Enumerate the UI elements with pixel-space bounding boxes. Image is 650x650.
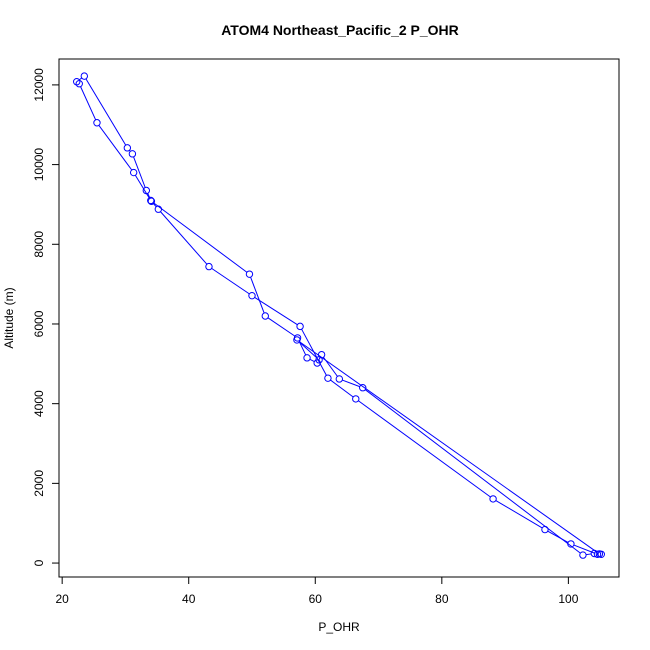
data-point [296, 322, 304, 331]
series-line-segment [495, 500, 543, 529]
x-axis: 20 40 60 80 100 [55, 576, 579, 606]
data-point [303, 354, 311, 362]
series-line-segment [85, 78, 127, 146]
series-line-segment [358, 400, 491, 498]
data-point [129, 168, 138, 177]
data-point [359, 384, 367, 392]
data-point [315, 356, 323, 364]
data-point [154, 205, 163, 213]
series-line-segment [254, 296, 298, 326]
data-point [595, 550, 604, 558]
series-line-segment [80, 86, 97, 121]
data-point [590, 549, 599, 558]
data-point [293, 336, 301, 344]
data-point [567, 540, 575, 548]
series-line-segment [342, 379, 360, 388]
data-point [147, 197, 156, 205]
y-tick-label: 6000 [32, 310, 46, 337]
series-line-segment [267, 317, 296, 337]
series-line-segment [547, 530, 569, 543]
series-line-segment [364, 389, 581, 554]
y-tick-label: 2000 [32, 470, 46, 497]
series-line-segment [160, 211, 208, 265]
data-point [80, 72, 89, 80]
y-tick-label: 10000 [32, 148, 46, 182]
data-point [142, 186, 151, 195]
data-point [205, 262, 213, 271]
data-point [128, 150, 137, 158]
data-point [261, 312, 269, 320]
data-point [352, 395, 360, 403]
plot-area-frame [58, 58, 620, 578]
data-point [489, 495, 497, 503]
chart-title: ATOM4 Northeast_Pacific_2 P_OHR [221, 22, 459, 38]
y-tick-label: 4000 [32, 390, 46, 417]
data-point [541, 525, 549, 534]
data-point [248, 291, 256, 300]
data-point [73, 78, 81, 86]
data-point [123, 144, 132, 152]
x-tick-label: 20 [55, 592, 69, 606]
data-point [579, 551, 587, 559]
data-point [245, 270, 254, 278]
series-line-segment [298, 341, 318, 359]
series-line-segment [133, 156, 146, 188]
data-point [324, 374, 332, 382]
x-axis-label: P_OHR [318, 620, 360, 634]
x-tick-label: 40 [182, 592, 196, 606]
series-line-segment [250, 276, 265, 314]
x-tick-label: 100 [558, 592, 578, 606]
series-line-segment [153, 202, 248, 273]
series-line-segment [586, 553, 592, 556]
series-line-segment [98, 125, 133, 171]
series-line-segment [330, 379, 354, 398]
series-layer [73, 72, 605, 559]
data-point [93, 119, 101, 127]
y-axis-label: Altitude (m) [2, 287, 16, 348]
y-tick-label: 0 [32, 559, 46, 566]
series-line-segment [211, 267, 250, 295]
series-line-segment [309, 358, 315, 363]
data-point [335, 375, 344, 383]
series-line-segment [318, 357, 321, 361]
x-tick-label: 80 [435, 592, 449, 606]
y-tick-label: 8000 [32, 231, 46, 258]
y-tick-label: 12000 [32, 68, 46, 102]
series-line-segment [299, 341, 598, 553]
y-axis: 0 2000 4000 6000 8000 10000 12000 [32, 68, 60, 566]
data-point [147, 196, 155, 205]
x-tick-label: 60 [309, 592, 323, 606]
series-line-segment [79, 77, 83, 81]
